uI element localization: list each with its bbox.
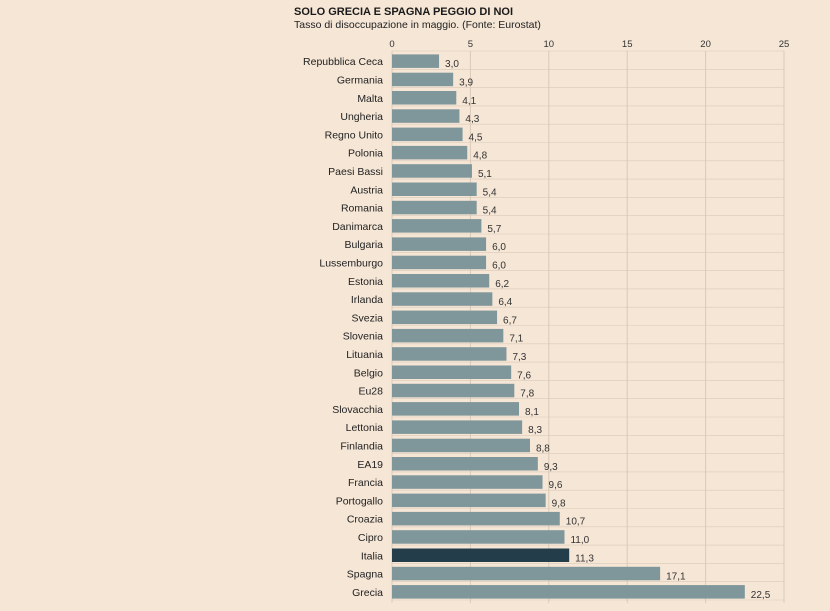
category-label: Malta [357, 93, 383, 105]
bar [392, 255, 487, 270]
bar [392, 72, 454, 87]
data-label: 3,9 [459, 77, 473, 88]
bar [392, 182, 477, 196]
data-label: 5,4 [483, 206, 497, 217]
data-label: 4,5 [469, 132, 483, 143]
category-label: Spagna [347, 569, 383, 581]
data-label: 9,6 [549, 480, 563, 491]
category-label: Grecia [352, 587, 383, 599]
bar [392, 109, 460, 123]
data-label: 7,8 [520, 389, 534, 400]
chart-title: SOLO GRECIA E SPAGNA PEGGIO DI NOI [294, 6, 514, 18]
data-label: 6,2 [495, 279, 509, 290]
data-label: 8,1 [525, 407, 539, 418]
data-label: 11,3 [575, 553, 594, 564]
data-label: 8,8 [536, 443, 550, 454]
x-tick-label: 25 [779, 39, 790, 50]
bar [392, 237, 487, 251]
bar [392, 310, 498, 325]
category-label: Lituania [346, 349, 383, 361]
bar [392, 566, 661, 581]
category-label: Italia [361, 550, 383, 562]
category-label: Paesi Bassi [328, 166, 383, 178]
bar [392, 420, 523, 434]
category-label: Polonia [348, 148, 383, 160]
bar [392, 457, 538, 471]
bar [392, 274, 490, 288]
bar [392, 145, 468, 160]
data-label: 3,0 [445, 59, 459, 70]
data-label: 9,8 [552, 498, 566, 509]
data-label: 4,1 [462, 96, 476, 107]
data-label: 6,7 [503, 315, 517, 326]
data-label: 7,1 [509, 334, 523, 345]
data-label: 17,1 [666, 572, 686, 583]
category-label: Belgio [354, 367, 383, 379]
category-label: Slovacchia [332, 404, 383, 416]
category-label: Svezia [351, 312, 383, 324]
category-label: Ungheria [340, 111, 383, 123]
category-label: Lussemburgo [319, 257, 383, 269]
bar [392, 127, 463, 142]
bar [392, 438, 530, 453]
bar [392, 219, 482, 233]
data-label: 10,7 [566, 517, 586, 528]
x-tick-label: 10 [544, 39, 555, 50]
category-label: Danimarca [332, 221, 383, 233]
bar [392, 402, 520, 416]
bar [392, 347, 507, 361]
data-label: 5,4 [483, 187, 497, 198]
category-label: Eu28 [358, 386, 383, 398]
category-label: Croazia [347, 514, 383, 526]
bar [392, 548, 570, 562]
x-tick-label: 5 [468, 39, 473, 50]
x-tick-label: 15 [622, 39, 633, 50]
category-label: Lettonia [346, 422, 384, 434]
data-label: 9,3 [544, 462, 558, 473]
category-label: Germania [337, 74, 383, 86]
data-label: 4,3 [465, 114, 479, 125]
bar [392, 530, 565, 544]
category-label: Portogallo [336, 495, 383, 507]
bar [392, 54, 440, 68]
data-label: 6,4 [498, 297, 512, 308]
category-label: Finlandia [340, 440, 383, 452]
data-label: 5,1 [478, 169, 492, 180]
data-label: 8,3 [528, 425, 542, 436]
bar [392, 383, 515, 398]
data-label: 5,7 [487, 224, 501, 235]
bar [392, 475, 543, 489]
chart-subtitle: Tasso di disoccupazione in maggio. (Font… [294, 19, 541, 31]
bar [392, 200, 477, 215]
bar [392, 493, 546, 508]
bar [392, 511, 560, 526]
category-label: Bulgaria [344, 239, 383, 251]
data-label: 6,0 [492, 242, 506, 253]
category-label: Austria [350, 184, 383, 196]
category-label: Cipro [358, 532, 383, 544]
category-label: Regno Unito [325, 129, 384, 141]
bar [392, 328, 504, 343]
data-label: 7,3 [512, 352, 526, 363]
data-label: 6,0 [492, 260, 506, 271]
x-tick-label: 0 [389, 39, 394, 50]
bar [392, 292, 493, 306]
data-label: 7,6 [517, 370, 531, 381]
data-label: 22,5 [751, 590, 771, 601]
data-label: 11,0 [570, 535, 589, 546]
category-label: Estonia [348, 276, 383, 288]
bar [392, 365, 512, 379]
category-label: Francia [348, 477, 383, 489]
category-label: Romania [341, 203, 383, 215]
bar [392, 91, 457, 105]
data-label: 4,8 [473, 151, 487, 162]
bar [392, 164, 472, 178]
category-label: Repubblica Ceca [303, 56, 383, 68]
category-label: EA19 [357, 459, 383, 471]
category-label: Irlanda [351, 294, 383, 306]
bar [392, 585, 745, 599]
x-tick-label: 20 [700, 39, 711, 50]
category-label: Slovenia [343, 331, 383, 343]
